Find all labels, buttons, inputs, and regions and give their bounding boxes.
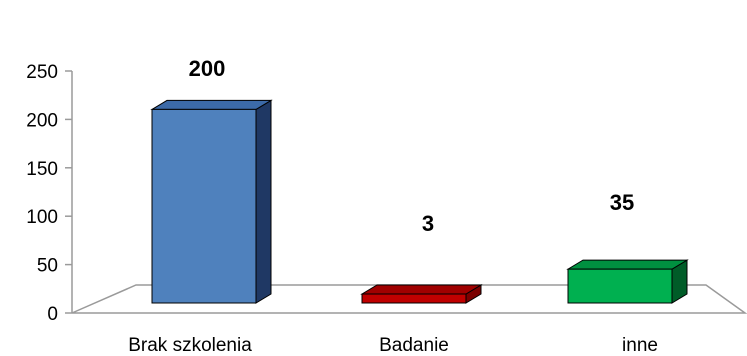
bar-front-face — [567, 268, 673, 304]
bar — [150, 99, 273, 304]
bar-top-face — [150, 99, 273, 110]
bars — [150, 99, 689, 304]
category-label: Badanie — [379, 335, 449, 356]
labels: 200 Brak szkolenia 3 Badanie 35 inne — [128, 56, 658, 356]
y-tick-label: 150 — [26, 159, 58, 180]
y-tick-label: 250 — [26, 62, 58, 83]
y-tick-label: 50 — [37, 256, 58, 277]
bar-top-face — [360, 284, 483, 295]
bar-side-face — [255, 99, 272, 304]
y-tick-label: 200 — [26, 110, 58, 131]
data-label: 3 — [422, 211, 434, 236]
bar — [360, 284, 483, 304]
data-label: 35 — [610, 190, 634, 215]
bar-front-face — [151, 108, 257, 304]
category-label: Brak szkolenia — [128, 335, 252, 356]
bar — [566, 259, 689, 304]
category-label: inne — [622, 335, 658, 356]
y-axis: 0 50 100 150 200 250 — [26, 62, 73, 325]
bar-front-face — [361, 293, 467, 304]
floor-plane — [71, 284, 747, 314]
data-label: 200 — [189, 56, 226, 81]
y-tick-label: 0 — [47, 304, 58, 325]
y-tick-label: 100 — [26, 207, 58, 228]
chart-floor — [71, 284, 747, 314]
bar-top-face — [566, 259, 689, 270]
